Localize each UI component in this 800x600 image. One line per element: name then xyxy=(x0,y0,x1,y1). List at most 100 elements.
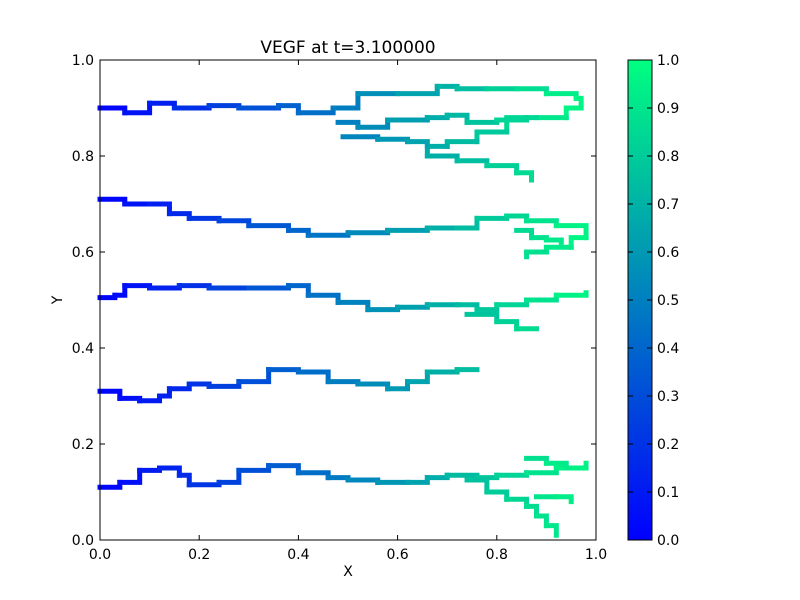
x-tick-label: 1.0 xyxy=(585,547,607,563)
vessel-segment xyxy=(395,302,430,310)
vessel-segment xyxy=(186,215,222,224)
vessel-segment xyxy=(424,367,460,375)
vessel-segment xyxy=(444,472,480,481)
y-tick-label: 0.6 xyxy=(72,245,94,261)
vessel-segment xyxy=(112,283,128,298)
vessel-segment xyxy=(543,523,559,538)
vessel-segment xyxy=(405,369,430,385)
vessel-segment xyxy=(122,283,153,291)
vessel-segment xyxy=(524,503,539,519)
vessel-segment xyxy=(533,513,549,529)
vessel-segment xyxy=(454,215,480,231)
x-axis-ticks: 0.0 0.2 0.4 0.6 0.8 1.0 xyxy=(89,60,607,563)
vessel-segment xyxy=(266,367,301,375)
vessel-path-4 xyxy=(97,196,589,260)
x-tick-label: 0.2 xyxy=(188,547,210,563)
y-tick-label: 0.0 xyxy=(72,533,94,549)
vessel-segment xyxy=(474,129,510,145)
vessel-segment xyxy=(147,201,172,217)
vessel-path-3 xyxy=(340,134,430,149)
vessel-path-7 xyxy=(464,311,539,332)
vessel-segment xyxy=(345,227,391,236)
vessel-path-11 xyxy=(533,494,574,505)
y-tick-label: 1.0 xyxy=(72,53,94,69)
vessel-segment xyxy=(147,283,182,291)
colorbar-tick-label: 0.4 xyxy=(657,341,679,357)
colorbar-tick-label: 0.2 xyxy=(657,437,679,453)
vessel-segment xyxy=(524,249,549,260)
vessel-segment xyxy=(176,472,192,488)
vessel-path-12 xyxy=(524,455,569,471)
vessel-segment xyxy=(385,225,430,233)
vessel-segment xyxy=(375,136,411,145)
vessel-segment xyxy=(514,170,535,183)
y-tick-label: 0.4 xyxy=(72,341,94,357)
colorbar-tick-label: 0.6 xyxy=(657,245,679,261)
colorbar-tick-label: 0.1 xyxy=(657,485,679,501)
vessel-path-2 xyxy=(335,112,530,130)
vessel-segment xyxy=(340,134,381,142)
vessel-segment xyxy=(176,283,212,291)
colorbar-ticks: 0.0 0.1 0.2 0.3 0.4 0.5 0.6 0.7 0.8 0.9 1.0 xyxy=(628,53,679,549)
x-tick-label: 0.0 xyxy=(89,547,111,563)
vessel-segment xyxy=(305,230,351,238)
vessel-segment xyxy=(246,283,291,291)
vessel-segment xyxy=(434,83,460,92)
vessel-segment xyxy=(464,117,500,125)
vessel-segment xyxy=(285,283,311,298)
x-tick-label: 0.4 xyxy=(287,547,309,563)
y-tick-label: 0.2 xyxy=(72,437,94,453)
vessel-segment xyxy=(424,472,450,481)
colorbar-tick-label: 0.7 xyxy=(657,197,679,213)
colorbar-tick-label: 0.5 xyxy=(657,293,679,309)
vessel-path-10 xyxy=(464,477,559,538)
vessel-segment xyxy=(405,139,430,149)
colorbar-tick-label: 0.9 xyxy=(657,101,679,117)
vessel-path-6 xyxy=(97,283,589,313)
vessel-segment xyxy=(117,395,143,404)
vessel-segment xyxy=(137,465,163,473)
colorbar-tick-label: 0.3 xyxy=(657,389,679,405)
y-tick-label: 0.8 xyxy=(72,149,94,165)
series-layer xyxy=(97,83,589,538)
vessel-segment xyxy=(568,235,589,250)
colorbar-tick-label: 0.0 xyxy=(657,533,679,549)
vessel-segment xyxy=(206,103,242,111)
vessel-segment xyxy=(236,103,282,111)
vessel-segment xyxy=(330,91,361,111)
vessel-segment xyxy=(464,477,490,495)
vessel-path-5 xyxy=(514,227,564,245)
vessel-segment xyxy=(236,367,272,385)
vessel-segment xyxy=(573,95,584,111)
vessel-segment xyxy=(494,115,530,123)
x-axis-label: X xyxy=(343,564,353,580)
vessel-segment xyxy=(171,103,212,111)
vessel-segment xyxy=(117,467,143,485)
vessel-segment xyxy=(325,475,351,483)
vessel-segment xyxy=(543,460,569,471)
vessel-segment xyxy=(216,467,242,485)
chart-title: VEGF at t=3.100000 xyxy=(260,38,435,58)
x-tick-label: 0.6 xyxy=(386,547,408,563)
vessel-segment xyxy=(385,115,430,123)
vessel-segment xyxy=(424,112,450,121)
vessel-segment xyxy=(543,237,564,245)
vessel-segment xyxy=(553,494,574,505)
colorbar-tick-label: 1.0 xyxy=(657,53,679,69)
vessel-segment xyxy=(474,213,510,221)
vessel-segment xyxy=(186,381,212,389)
vessel-segment xyxy=(553,290,589,298)
y-axis-ticks: 0.0 0.2 0.4 0.6 0.8 1.0 xyxy=(72,53,596,549)
vessel-segment xyxy=(122,100,153,116)
vessel-segment xyxy=(365,304,401,313)
vessel-segment xyxy=(474,472,500,481)
vessel-segment xyxy=(345,477,381,485)
vessel-segment xyxy=(186,479,222,488)
vessel-segment xyxy=(494,470,530,478)
x-tick-label: 0.8 xyxy=(486,547,508,563)
vessel-segment xyxy=(325,379,361,387)
colorbar-tick-label: 0.8 xyxy=(657,149,679,165)
vessel-segment xyxy=(295,369,331,385)
plot-frame xyxy=(99,59,597,541)
